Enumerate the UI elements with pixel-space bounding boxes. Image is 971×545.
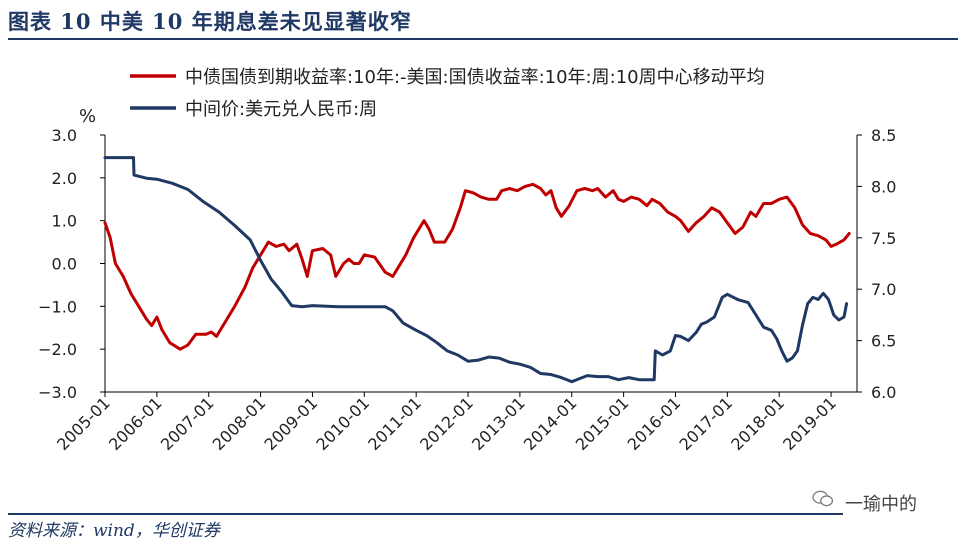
x-tick-label: 2007-01	[157, 393, 218, 454]
left-tick-label: −2.0	[38, 340, 77, 359]
legend-label-spread: 中债国债到期收益率:10年:-美国:国债收益率:10年:周:10周中心移动平均	[185, 67, 765, 88]
x-tick-label: 2010-01	[312, 393, 373, 454]
right-tick-label: 7.5	[871, 229, 896, 248]
right-tick-label: 6.5	[871, 332, 896, 351]
legend: 中债国债到期收益率:10年:-美国:国债收益率:10年:周:10周中心移动平均 …	[130, 67, 765, 120]
wechat-icon	[812, 490, 834, 507]
source-note: 资料来源：wind，华创证券	[8, 521, 220, 541]
watermark-text: 一瑜中的	[845, 494, 917, 515]
figure-title: 图表 10 中美 10 年期息差未见显著收窄	[8, 9, 412, 34]
x-tick-label: 2005-01	[53, 393, 114, 454]
x-tick-label: 2019-01	[779, 393, 840, 454]
legend-label-fx: 中间价:美元兑人民币:周	[185, 99, 377, 120]
x-tick-label: 2013-01	[468, 393, 529, 454]
left-tick-label: 2.0	[52, 169, 77, 188]
left-tick-label: −3.0	[38, 383, 77, 402]
x-tick-label: 2018-01	[727, 393, 788, 454]
source-rule	[8, 513, 843, 515]
plot-area: 3.0 2.0 1.0 0.0 −1.0 −2.0 −3.0 8.5 8.0 7.5 7.0 6.5 6…	[38, 126, 896, 454]
right-tick-label: 7.0	[871, 280, 896, 299]
x-tick-label: 2014-01	[520, 393, 581, 454]
right-tick-label: 6.0	[871, 383, 896, 402]
series-line-fx	[103, 156, 849, 384]
right-tick-label: 8.5	[871, 126, 896, 145]
left-tick-label: −1.0	[38, 297, 77, 316]
x-tick-label: 2016-01	[624, 393, 685, 454]
x-tick-label: 2011-01	[364, 393, 425, 454]
left-tick-label: 3.0	[52, 126, 77, 145]
x-tick-label: 2009-01	[261, 393, 322, 454]
title-rule	[8, 38, 958, 40]
left-axis-unit: %	[79, 106, 96, 127]
x-tick-label: 2015-01	[572, 393, 633, 454]
left-tick-label: 1.0	[52, 212, 77, 231]
x-tick-label: 2006-01	[105, 393, 166, 454]
right-tick-label: 8.0	[871, 177, 896, 196]
x-tick-label: 2012-01	[416, 393, 477, 454]
left-tick-label: 0.0	[52, 255, 77, 274]
x-tick-label: 2008-01	[209, 393, 270, 454]
x-tick-label: 2017-01	[675, 393, 736, 454]
series-line-spread	[103, 182, 851, 351]
